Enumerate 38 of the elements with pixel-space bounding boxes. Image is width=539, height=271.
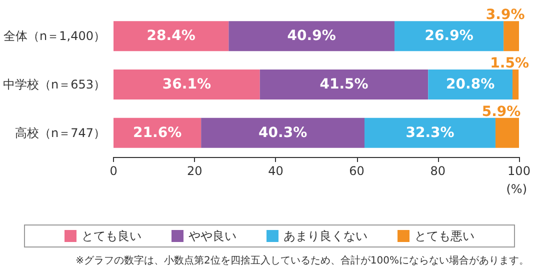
data-label: 40.9% [287, 28, 336, 44]
data-label: 41.5% [320, 76, 368, 92]
bar [228, 21, 395, 52]
bar [504, 21, 519, 52]
bar [114, 118, 202, 148]
legend-label: あまり良くない [284, 229, 368, 243]
legend-label: とても悪い [414, 229, 474, 243]
bar [260, 70, 428, 100]
data-label: 32.3% [406, 124, 454, 141]
data-label: 21.6% [133, 124, 182, 141]
legend-label: やや良い [188, 229, 236, 243]
legend-label: とても良い [82, 229, 142, 243]
bar [495, 118, 519, 148]
data-label: 3.9% [486, 7, 525, 24]
data-label: 36.1% [162, 76, 211, 92]
bar [114, 21, 229, 52]
x-tick-label: 80 [430, 164, 446, 178]
bar [201, 118, 365, 148]
data-label: 1.5% [490, 56, 529, 72]
x-tick-label: 20 [186, 164, 202, 178]
text: ※グラフの数字は、小数点第2位を四捨五入しているため、合計が100%にならない場合があります。 [76, 254, 530, 266]
data-label: 26.9% [424, 28, 474, 44]
data-label: 5.9% [482, 104, 521, 120]
data-label: 40.3% [258, 124, 308, 141]
y-tick-label: 全体（n＝1,400） [4, 29, 106, 44]
bar [394, 21, 504, 52]
y-tick-label: 中学校（n＝653） [2, 78, 106, 92]
bar [364, 118, 496, 148]
x-tick-label: 0 [110, 164, 118, 178]
x-tick-label: 40 [268, 164, 284, 178]
data-label: 20.8% [446, 76, 495, 92]
bar [512, 70, 519, 100]
y-tick-label: 高校（n＝747） [14, 126, 106, 140]
data-label: 28.4% [146, 28, 196, 44]
bar [114, 70, 260, 100]
x-tick-label: 100 [508, 164, 530, 178]
x-axis-title: (%) [506, 182, 527, 196]
x-tick-label: 60 [349, 164, 364, 178]
